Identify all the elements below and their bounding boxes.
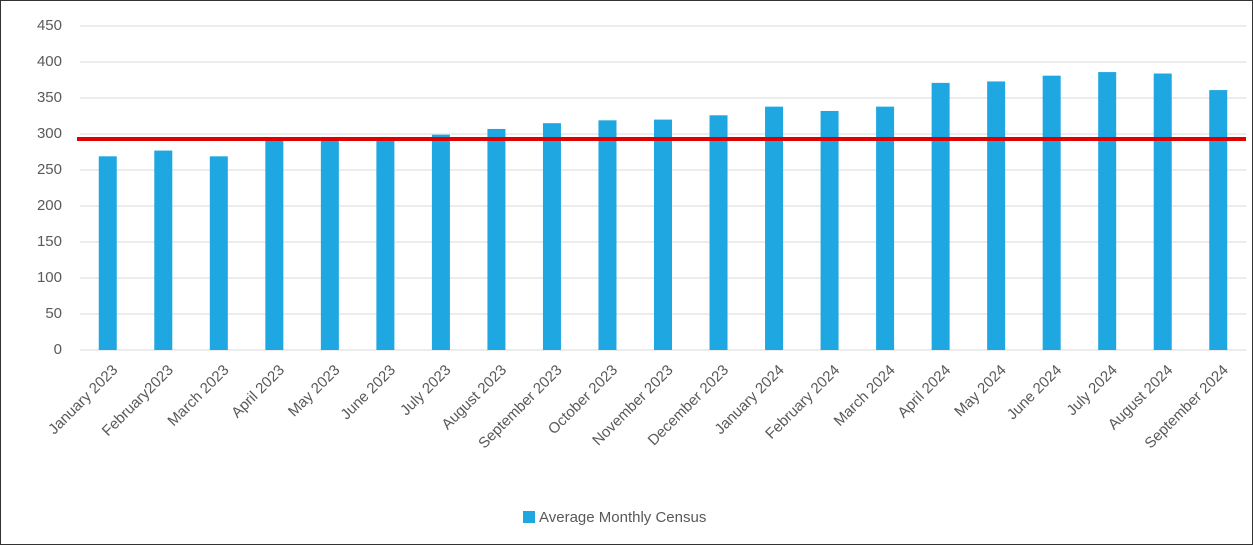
y-tick-label: 50 — [45, 305, 62, 322]
y-tick-label: 300 — [37, 125, 62, 142]
y-tick-label: 200 — [37, 197, 62, 214]
bar — [265, 137, 284, 350]
bar — [1042, 75, 1061, 351]
legend-label: Average Monthly Census — [539, 509, 706, 526]
legend-swatch — [523, 511, 535, 523]
y-tick-label: 150 — [37, 233, 62, 250]
bar — [487, 128, 506, 350]
bar — [709, 115, 728, 350]
bar — [931, 82, 950, 350]
bar — [1153, 73, 1172, 351]
bar — [820, 110, 839, 351]
bar — [209, 156, 228, 350]
bar — [876, 106, 895, 350]
y-tick-label: 400 — [37, 53, 62, 70]
bar — [542, 123, 561, 350]
y-tick-label: 350 — [37, 89, 62, 106]
bar — [654, 119, 672, 350]
bar — [320, 137, 339, 350]
bar — [1098, 72, 1117, 350]
bar — [154, 150, 173, 350]
bar — [431, 134, 450, 350]
bar — [598, 120, 617, 350]
bar — [98, 156, 117, 350]
bar — [1209, 90, 1228, 350]
y-tick-label: 0 — [54, 341, 62, 358]
y-tick-label: 100 — [37, 269, 62, 286]
bar — [987, 81, 1006, 350]
bar — [376, 138, 395, 350]
y-tick-label: 450 — [37, 17, 62, 34]
y-tick-label: 250 — [37, 161, 62, 178]
bar — [765, 106, 784, 350]
